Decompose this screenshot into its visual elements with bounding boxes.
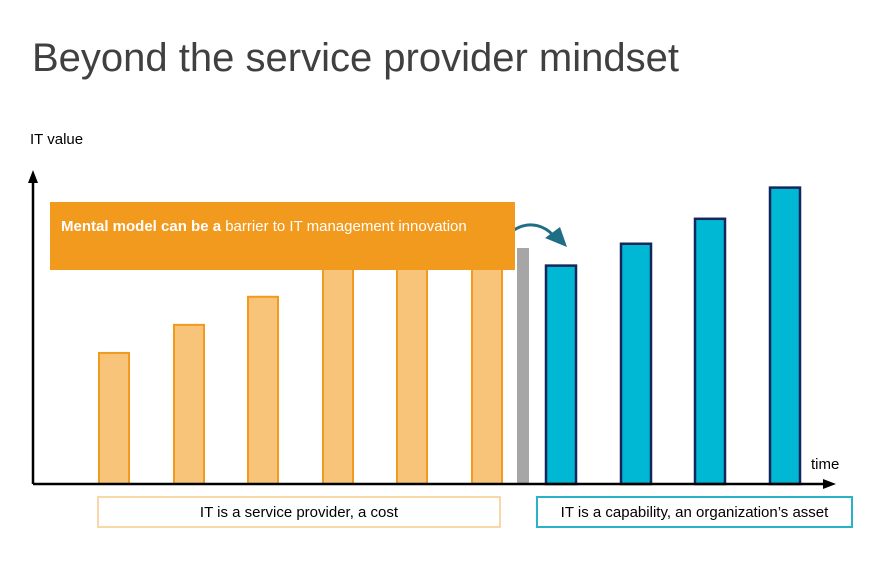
- asset-bar-1: [544, 264, 578, 486]
- capability-label-box: IT is a capability, an organization’s as…: [536, 496, 853, 528]
- banner-rest-text: barrier to IT management innovation: [221, 218, 467, 235]
- capability-label: IT is a capability, an organization’s as…: [560, 503, 829, 521]
- transition-arrowhead-icon: [545, 227, 567, 247]
- asset-bar-2: [619, 242, 653, 486]
- x-axis-arrowhead: [823, 479, 836, 489]
- asset-bar-3: [693, 217, 727, 486]
- service-provider-label-box: IT is a service provider, a cost: [97, 496, 501, 528]
- service-provider-label: IT is a service provider, a cost: [199, 503, 399, 521]
- asset-bar-4: [768, 186, 802, 486]
- cost-bar-5: [396, 264, 428, 485]
- bars-group: [98, 186, 802, 486]
- cost-bar-1: [98, 351, 130, 485]
- y-axis-arrowhead: [28, 170, 38, 183]
- slide-title: Beyond the service provider mindset: [32, 36, 679, 80]
- banner-bold-text: Mental model can be a: [61, 218, 222, 235]
- cost-bar-2: [173, 323, 205, 485]
- cost-bar-4: [322, 264, 354, 485]
- mental-model-banner: Mental model can be a barrier to IT mana…: [50, 202, 515, 270]
- y-axis-label: IT value: [30, 131, 84, 148]
- x-axis-label: time: [811, 456, 840, 473]
- divider-bar: [517, 248, 529, 484]
- cost-bar-3: [247, 295, 279, 485]
- cost-bar-6: [471, 264, 503, 485]
